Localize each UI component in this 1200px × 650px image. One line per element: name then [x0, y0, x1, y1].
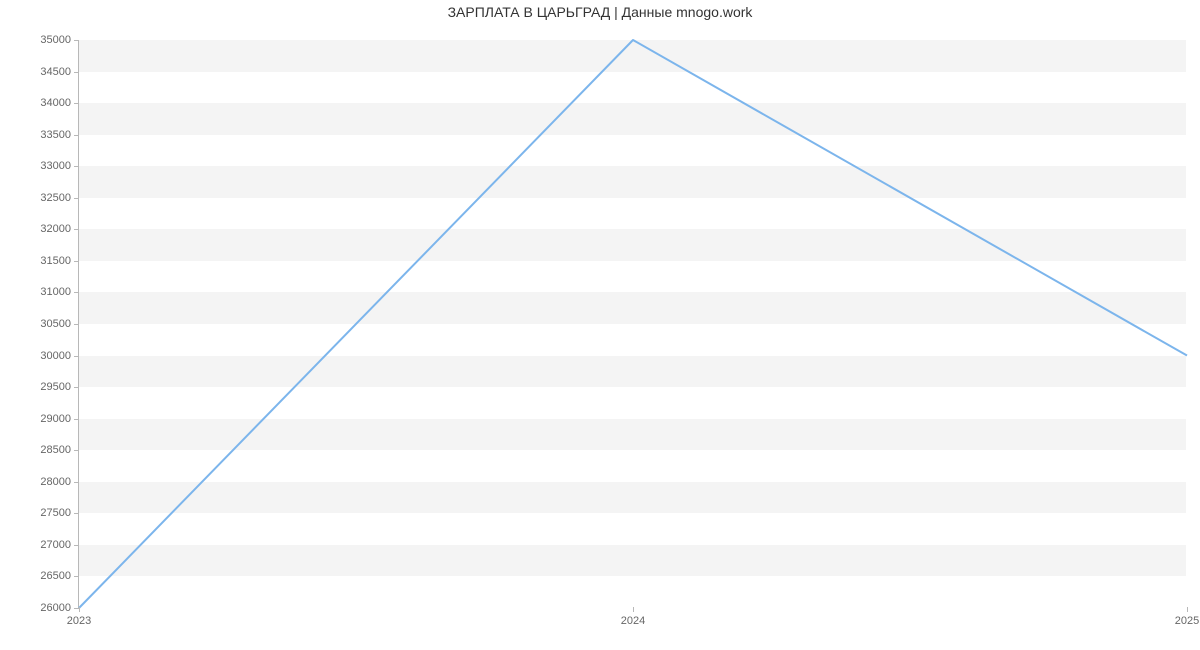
y-axis-label: 31000 [40, 286, 79, 298]
y-axis-label: 29000 [40, 413, 79, 425]
y-axis-label: 27000 [40, 539, 79, 551]
y-axis-label: 30500 [40, 318, 79, 330]
x-axis-label: 2025 [1175, 607, 1199, 627]
y-axis-label: 32500 [40, 192, 79, 204]
x-axis-label: 2024 [621, 607, 645, 627]
chart-line-layer [79, 40, 1187, 608]
y-axis-label: 30000 [40, 350, 79, 362]
y-axis-label: 29500 [40, 381, 79, 393]
y-axis-label: 34000 [40, 97, 79, 109]
y-axis-label: 32000 [40, 223, 79, 235]
x-axis-label: 2023 [67, 607, 91, 627]
y-axis-label: 31500 [40, 255, 79, 267]
plot-area: 2600026500270002750028000285002900029500… [78, 40, 1186, 608]
salary-line-chart: ЗАРПЛАТА В ЦАРЬГРАД | Данные mnogo.work … [0, 0, 1200, 650]
chart-title: ЗАРПЛАТА В ЦАРЬГРАД | Данные mnogo.work [0, 4, 1200, 20]
y-axis-label: 33500 [40, 129, 79, 141]
y-axis-label: 28500 [40, 444, 79, 456]
series-line-salary [79, 40, 1187, 608]
y-axis-label: 27500 [40, 507, 79, 519]
y-axis-label: 35000 [40, 34, 79, 46]
y-axis-label: 34500 [40, 66, 79, 78]
y-axis-label: 28000 [40, 476, 79, 488]
y-axis-label: 33000 [40, 160, 79, 172]
y-axis-label: 26500 [40, 570, 79, 582]
